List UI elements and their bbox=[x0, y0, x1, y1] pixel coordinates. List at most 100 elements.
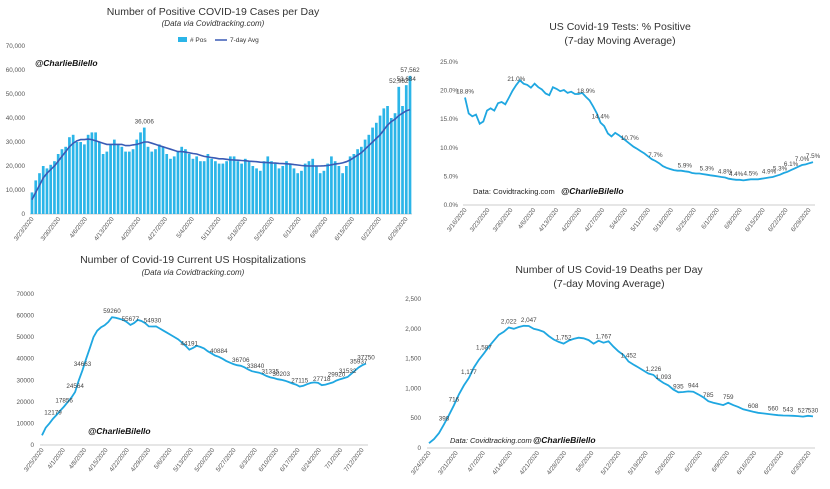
case-bar bbox=[337, 166, 341, 214]
data-value-label: 17856 bbox=[55, 397, 73, 404]
case-bar bbox=[176, 151, 180, 214]
case-bar bbox=[307, 161, 311, 214]
case-bar bbox=[401, 106, 404, 214]
y-tick-label: 40000 bbox=[16, 356, 34, 363]
data-value-label: 4.9% bbox=[762, 169, 777, 176]
data-value-label: 34663 bbox=[74, 361, 92, 368]
data-value-label: 54930 bbox=[144, 318, 162, 325]
data-value-label: 5.3% bbox=[700, 166, 715, 173]
y-tick-label: 0 bbox=[21, 211, 25, 218]
positive-cases-chart: Number of Positive COVID-19 Cases per Da… bbox=[6, 6, 420, 242]
case-bar bbox=[165, 154, 169, 214]
x-tick-label: 5/18/2020 bbox=[652, 207, 675, 234]
x-tick-label: 4/21/2020 bbox=[518, 450, 541, 477]
case-bar bbox=[221, 163, 225, 214]
case-bar bbox=[345, 166, 348, 214]
x-tick-label: 4/27/2020 bbox=[146, 216, 169, 243]
x-tick-label: 5/18/2020 bbox=[227, 216, 250, 243]
case-bar bbox=[258, 170, 262, 214]
x-tick-label: 4/20/2020 bbox=[120, 216, 143, 243]
y-tick-label: 70000 bbox=[16, 291, 34, 298]
data-value-label: 2,047 bbox=[521, 317, 537, 324]
data-value-label: 1,177 bbox=[461, 369, 477, 376]
case-bar bbox=[333, 161, 337, 214]
x-tick-label: 4/13/2020 bbox=[538, 207, 561, 234]
y-tick-label: 40,000 bbox=[6, 115, 26, 122]
data-value-label: 33840 bbox=[247, 363, 265, 370]
x-tick-label: 6/1/2020 bbox=[700, 207, 721, 231]
case-bar bbox=[157, 144, 161, 214]
case-bar bbox=[172, 156, 176, 214]
x-tick-label: 6/30/2020 bbox=[790, 450, 813, 477]
x-tick-label: 5/11/2020 bbox=[200, 216, 223, 242]
series-line bbox=[428, 324, 814, 444]
data-value-label: 1,767 bbox=[596, 334, 612, 341]
seven-day-avg-line bbox=[31, 108, 411, 200]
case-bar bbox=[404, 85, 408, 214]
y-tick-label: 10,000 bbox=[6, 187, 26, 194]
chart-subtitle: (7-day Moving Average) bbox=[564, 35, 675, 47]
x-tick-label: 6/22/2020 bbox=[360, 216, 383, 243]
x-tick-label: 6/16/2020 bbox=[736, 450, 759, 477]
legend-bar-swatch bbox=[178, 37, 187, 42]
data-source-note: Data: Covidtracking.com bbox=[450, 436, 532, 445]
case-bar bbox=[281, 166, 285, 214]
case-bar bbox=[386, 106, 389, 214]
case-bar bbox=[393, 113, 397, 214]
y-tick-label: 10000 bbox=[16, 420, 34, 427]
data-value-label: 27115 bbox=[291, 378, 309, 385]
y-tick-label: 1,000 bbox=[405, 385, 421, 392]
case-bar bbox=[262, 161, 266, 214]
data-value-label: 36,006 bbox=[135, 119, 155, 126]
data-value-label: 4.5% bbox=[744, 170, 759, 177]
case-bar bbox=[131, 149, 135, 214]
x-tick-label: 3/24/2020 bbox=[410, 450, 433, 477]
data-value-label: 44191 bbox=[181, 341, 199, 348]
x-tick-label: 5/12/2020 bbox=[600, 450, 623, 477]
x-tick-label: 5/11/2020 bbox=[630, 207, 653, 233]
case-bar bbox=[83, 144, 86, 214]
x-tick-label: 6/1/2020 bbox=[282, 216, 303, 240]
x-tick-label: 3/30/2020 bbox=[40, 216, 63, 243]
y-tick-label: 10.0% bbox=[440, 145, 458, 152]
case-bar bbox=[408, 75, 412, 214]
data-value-label: 18.8% bbox=[456, 88, 474, 95]
chart-title: US Covid-19 Tests: % Positive bbox=[549, 21, 691, 33]
x-tick-label: 6/23/2020 bbox=[763, 450, 786, 477]
data-value-label: 759 bbox=[723, 394, 734, 401]
y-tick-label: 2,000 bbox=[405, 326, 421, 333]
x-tick-label: 4/6/2020 bbox=[517, 207, 538, 231]
chart-subtitle: (Data via Covidtracking.com) bbox=[142, 268, 245, 277]
data-value-label: 24564 bbox=[66, 383, 84, 390]
data-value-label: 30203 bbox=[273, 371, 291, 378]
case-bar bbox=[79, 142, 83, 214]
series-line bbox=[41, 316, 367, 436]
case-bar bbox=[105, 151, 109, 214]
data-value-label: 55677 bbox=[122, 316, 140, 323]
data-value-label: 608 bbox=[748, 403, 759, 410]
case-bar bbox=[356, 149, 359, 214]
case-bar bbox=[30, 192, 34, 214]
x-tick-label: 6/8/2020 bbox=[309, 216, 330, 240]
data-value-label: 10.7% bbox=[621, 135, 639, 142]
case-bar bbox=[169, 158, 172, 214]
x-tick-label: 4/7/2020 bbox=[466, 450, 487, 474]
case-bar bbox=[397, 86, 401, 214]
case-bar bbox=[202, 161, 206, 214]
case-bar bbox=[359, 146, 363, 214]
y-tick-label: 70,000 bbox=[6, 43, 26, 50]
case-bar bbox=[285, 161, 288, 214]
case-bar bbox=[348, 156, 352, 214]
case-bar bbox=[236, 161, 240, 214]
y-tick-label: 60,000 bbox=[6, 67, 26, 74]
case-bar bbox=[199, 161, 202, 214]
chart-title: Number of Covid-19 Current US Hospitaliz… bbox=[80, 254, 306, 266]
case-bar bbox=[53, 161, 56, 214]
case-bar bbox=[94, 132, 97, 214]
data-value-label: 5.9% bbox=[678, 162, 693, 169]
percent-positive-chart: US Covid-19 Tests: % Positive (7-day Mov… bbox=[440, 21, 820, 233]
case-bar bbox=[229, 156, 232, 214]
data-source-note: Data: Covidtracking.com bbox=[473, 187, 555, 196]
data-value-label: 935 bbox=[673, 383, 684, 390]
x-tick-label: 5/25/2020 bbox=[253, 216, 276, 243]
